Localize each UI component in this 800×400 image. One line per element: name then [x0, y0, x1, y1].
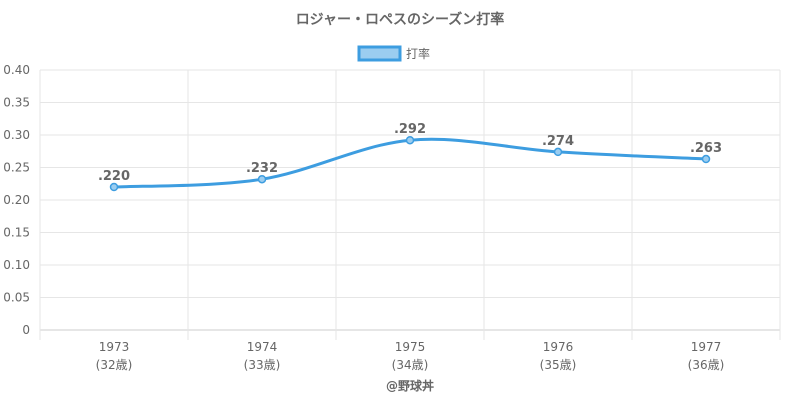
grid [39, 69, 781, 340]
series-line [113, 137, 707, 189]
chart-title: ロジャー・ロペスのシーズン打率 [296, 11, 505, 28]
x-tick-label: 1974 [247, 340, 278, 354]
y-tick-label: 0.10 [3, 258, 30, 272]
x-tick-sublabel: (34歳) [392, 358, 429, 372]
x-tick-sublabel: (35歳) [540, 358, 577, 372]
legend-label[interactable]: 打率 [406, 46, 430, 61]
y-tick-label: 0.35 [3, 96, 30, 110]
x-tick-sublabel: (33歳) [244, 358, 281, 372]
x-tick-label: 1977 [691, 340, 722, 354]
legend[interactable]: 打率 [357, 45, 430, 62]
x-tick-label: 1975 [395, 340, 426, 354]
data-point[interactable] [257, 174, 267, 184]
data-points [109, 135, 711, 192]
data-label: .274 [542, 134, 574, 149]
y-tick-label: 0.25 [3, 161, 30, 175]
data-labels: .220 .232 .292 .274 .263 [98, 122, 722, 184]
data-point[interactable] [553, 147, 563, 157]
x-tick-sublabel: (32歳) [96, 358, 133, 372]
x-tick-label: 1976 [543, 340, 574, 354]
y-tick-label: 0.15 [3, 226, 30, 240]
legend-swatch[interactable] [357, 45, 402, 62]
y-tick-label: 0.40 [3, 63, 30, 77]
credit-text: @野球丼 [386, 378, 434, 393]
data-point[interactable] [405, 135, 415, 145]
data-point[interactable] [701, 154, 711, 164]
x-axis: 1973 (32歳) 1974 (33歳) 1975 (34歳) 1976 (35歳) 1977… [96, 340, 725, 372]
data-label: .263 [690, 141, 722, 156]
y-tick-label: 0 [22, 323, 30, 337]
y-tick-label: 0.05 [3, 291, 30, 305]
y-tick-label: 0.30 [3, 128, 30, 142]
data-label: .292 [394, 122, 426, 137]
y-axis: 0 0.05 0.10 0.15 0.20 0.25 0.30 0.35 0.40 [3, 63, 30, 337]
data-label: .232 [246, 161, 278, 176]
x-tick-sublabel: (36歳) [688, 358, 725, 372]
data-point[interactable] [109, 182, 119, 192]
y-tick-label: 0.20 [3, 193, 30, 207]
data-label: .220 [98, 169, 130, 184]
x-tick-label: 1973 [99, 340, 130, 354]
